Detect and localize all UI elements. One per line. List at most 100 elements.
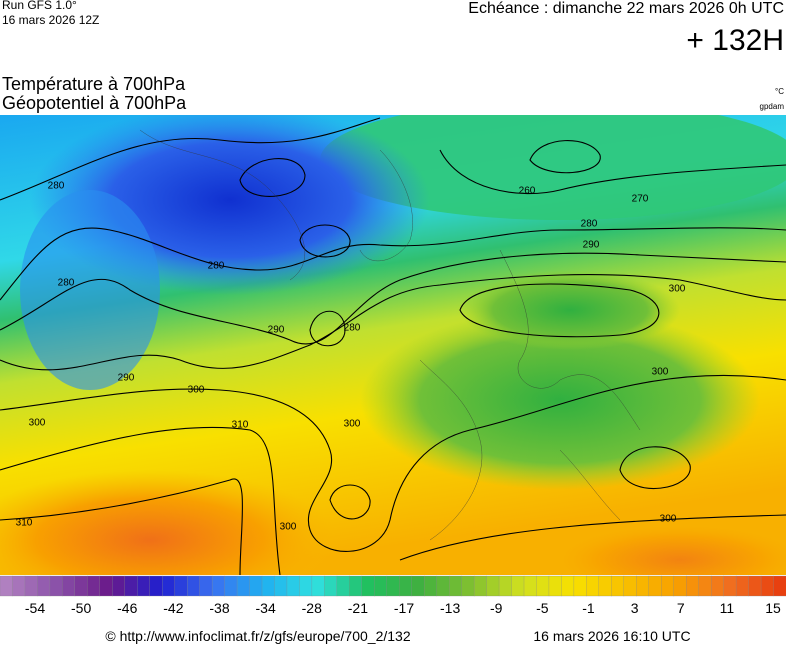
contour-label: 290 (118, 373, 135, 384)
colorbar-swatch (49, 575, 63, 597)
colorbar-swatch (461, 575, 475, 597)
colorbar-swatch (149, 575, 163, 597)
colorbar-swatch (174, 575, 188, 597)
colorbar-swatch (448, 575, 463, 597)
contour-label: 290 (268, 325, 285, 336)
colorbar-label: -5 (536, 600, 549, 616)
colorbar-swatch (386, 575, 400, 597)
colorbar-swatch (62, 575, 76, 597)
colorbar-swatch (661, 575, 675, 597)
colorbar-swatch (286, 575, 300, 597)
temp-unit: °C (775, 87, 784, 96)
colorbar-swatch (349, 575, 363, 597)
run-label: Run GFS 1.0° (2, 0, 77, 12)
colorbar-label: -1 (582, 600, 595, 616)
colorbar-swatch (274, 575, 288, 597)
colorbar-swatch (87, 575, 101, 597)
colorbar-label: -34 (256, 600, 276, 616)
colorbar-swatch (12, 575, 26, 597)
colorbar-swatch (486, 575, 500, 597)
colorbar-swatch (324, 575, 338, 597)
colorbar-label: -42 (163, 600, 183, 616)
colorbar-swatch (623, 575, 637, 597)
contour-label: 260 (519, 186, 536, 197)
colorbar-swatch (773, 575, 786, 597)
colorbar-swatch (186, 575, 201, 597)
colorbar-swatch (236, 575, 250, 597)
colorbar-swatch (760, 575, 774, 597)
contour-label: 310 (16, 518, 33, 529)
colorbar-swatch (735, 575, 750, 597)
colorbar-swatch (0, 575, 13, 597)
colorbar-swatch (162, 575, 176, 597)
colorbar-swatch (511, 575, 525, 597)
colorbar-label: 15 (765, 600, 781, 616)
colorbar-label: 3 (631, 600, 639, 616)
contour-label: 300 (669, 284, 686, 295)
contour-label: 280 (344, 323, 361, 334)
colorbar-label: -17 (394, 600, 414, 616)
contour-label: 280 (58, 278, 75, 289)
colorbar-swatch (361, 575, 375, 597)
colorbar-swatch (424, 575, 438, 597)
colorbar-swatch (523, 575, 537, 597)
geo-unit: gpdam (760, 102, 785, 111)
colorbar-swatch (473, 575, 488, 597)
colorbar-swatch (112, 575, 126, 597)
contour-label: 280 (581, 219, 598, 230)
colorbar-swatch (211, 575, 226, 597)
colorbar-swatch (436, 575, 450, 597)
contour-label: 300 (29, 418, 46, 429)
contour-label: 300 (652, 367, 669, 378)
geo-title: Géopotentiel à 700hPa (2, 93, 187, 113)
colorbar-swatch (224, 575, 238, 597)
colorbar-swatch (673, 575, 687, 597)
colorbar-swatch (698, 575, 712, 597)
contour-label: 300 (280, 522, 297, 533)
colorbar-swatch (249, 575, 263, 597)
footer-date: 16 mars 2026 16:10 UTC (533, 628, 690, 644)
colorbar-swatch (586, 575, 600, 597)
colorbar-swatch (336, 575, 350, 597)
colorbar-label: -13 (440, 600, 460, 616)
colorbar-swatch (311, 575, 325, 597)
contour-label: 270 (632, 194, 649, 205)
colorbar-swatch (124, 575, 138, 597)
contour-label: 310 (232, 420, 249, 431)
colorbar: -54 -50 -46 -42 -38 -34 -28 -21 -17 -13 -9 -5 -1 3 7 11… (0, 575, 786, 616)
colorbar-label: -28 (302, 600, 322, 616)
contour-labels: 280 280 280 290 280 290 300 310 300 300 310 300 260 2… (16, 181, 686, 533)
colorbar-swatch (498, 575, 512, 597)
colorbar-label: -21 (348, 600, 368, 616)
colorbar-swatch (24, 575, 38, 597)
colorbar-swatch (548, 575, 562, 597)
run-date: 16 mars 2026 12Z (2, 13, 99, 27)
colorbar-swatch (748, 575, 762, 597)
colorbar-swatch (261, 575, 275, 597)
colorbar-swatch (199, 575, 213, 597)
contour-label: 300 (344, 419, 361, 430)
temp-title: Température à 700hPa (2, 74, 186, 94)
colorbar-swatch (411, 575, 425, 597)
colorbar-swatch (686, 575, 700, 597)
colorbar-swatch (598, 575, 612, 597)
colorbar-swatch (137, 575, 151, 597)
colorbar-swatch (648, 575, 662, 597)
contour-label: 300 (188, 385, 205, 396)
footer-url[interactable]: © http://www.infoclimat.fr/z/gfs/europe/… (105, 628, 410, 644)
colorbar-swatch (74, 575, 88, 597)
colorbar-label: -54 (25, 600, 45, 616)
map (0, 115, 786, 575)
colorbar-label: -9 (490, 600, 503, 616)
contour-label: 280 (208, 261, 225, 272)
colorbar-swatch (723, 575, 737, 597)
valid-time: Echéance : dimanche 22 mars 2026 0h UTC (468, 0, 784, 17)
colorbar-label: -38 (209, 600, 229, 616)
colorbar-swatch (561, 575, 575, 597)
colorbar-swatch (299, 575, 313, 597)
colorbar-swatch (374, 575, 388, 597)
colorbar-swatch (573, 575, 587, 597)
colorbar-swatch (99, 575, 113, 597)
colorbar-swatch (37, 575, 51, 597)
